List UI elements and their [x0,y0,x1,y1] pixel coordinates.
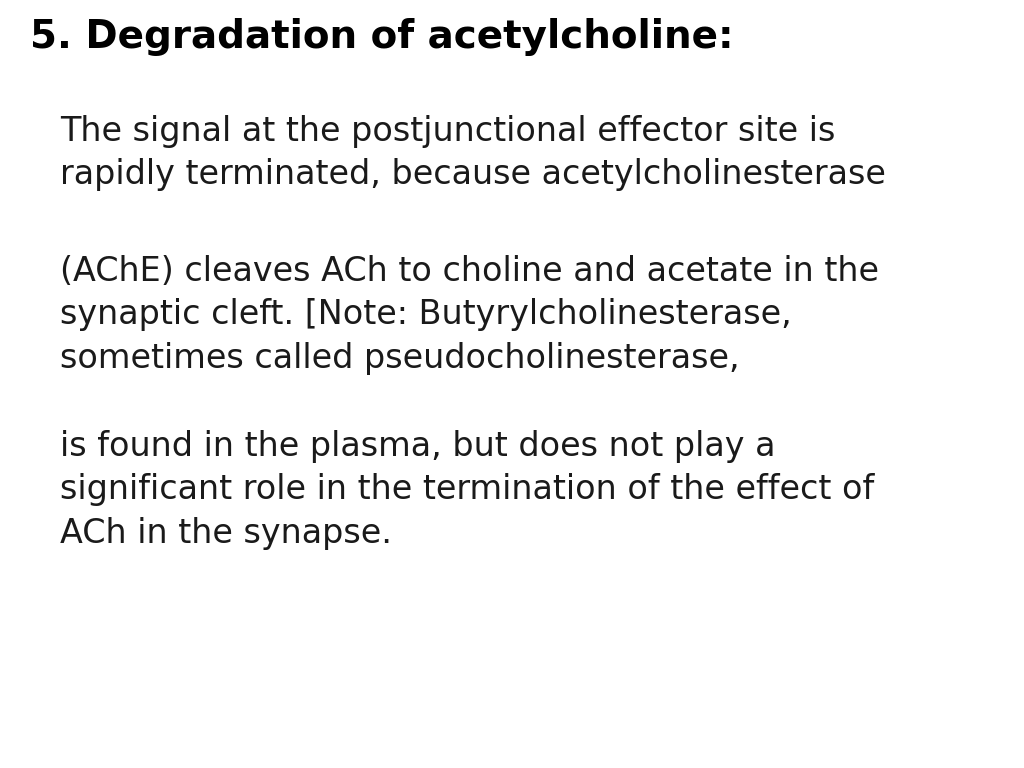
Text: is found in the plasma, but does not play a
significant role in the termination : is found in the plasma, but does not pla… [60,430,874,550]
Text: 5. Degradation of acetylcholine:: 5. Degradation of acetylcholine: [30,18,733,56]
Text: The signal at the postjunctional effector site is
rapidly terminated, because ac: The signal at the postjunctional effecto… [60,115,886,191]
Text: (AChE) cleaves ACh to choline and acetate in the
synaptic cleft. [Note: Butyrylc: (AChE) cleaves ACh to choline and acetat… [60,255,879,375]
